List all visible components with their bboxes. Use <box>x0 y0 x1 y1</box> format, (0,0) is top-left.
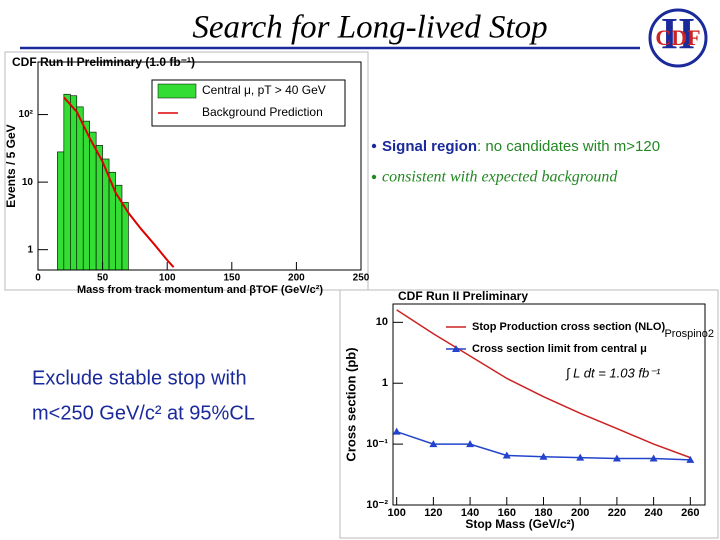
x-tick-label: 50 <box>97 273 109 284</box>
logo: II CDF <box>648 8 708 68</box>
x-tick-label: 250 <box>353 273 370 284</box>
chart-panel <box>4 51 369 291</box>
x-tick-label: 200 <box>571 507 589 519</box>
y-axis-label: Events / 5 GeV <box>4 124 18 207</box>
x-tick-label: 120 <box>424 507 442 519</box>
x-tick-label: 200 <box>288 273 305 284</box>
x-axis-label: Stop Mass (GeV/c²) <box>465 517 574 531</box>
x-tick-label: 160 <box>498 507 516 519</box>
bullet-text: : no candidates with m>120 <box>477 138 660 155</box>
legend-label: Central μ, pT > 40 GeV <box>202 83 326 97</box>
marker <box>612 454 621 462</box>
x-tick-label: 260 <box>681 507 699 519</box>
y-tick-label: 10⁻² <box>366 499 388 511</box>
conclusion-line: m<250 GeV/c² at 95%CL <box>32 402 255 424</box>
chart-panel <box>339 289 719 539</box>
y-tick-label: 1 <box>382 377 388 389</box>
marker <box>649 454 658 462</box>
slide-title: Search for Long-lived Stop <box>192 10 547 46</box>
y-tick-label: 10 <box>376 316 388 328</box>
annotation: Prospino2 <box>664 328 714 340</box>
histogram-bar <box>95 145 103 271</box>
histogram-bar <box>76 106 84 271</box>
y-axis-label: Cross section (pb) <box>343 347 358 461</box>
marker <box>392 427 401 435</box>
bullet-highlight: Signal region <box>382 138 477 155</box>
histogram-bar <box>63 93 71 271</box>
chart: CDF Run II Preliminary 100 120 140 160 180 200… <box>343 289 714 531</box>
legend-label: Cross section limit from central μ <box>472 343 647 355</box>
y-tick-label: 10⁻¹ <box>366 438 388 450</box>
marker <box>686 455 695 463</box>
bullet: Signal region: no candidates with m>120 <box>382 138 660 155</box>
bullet-dot <box>371 174 377 180</box>
y-tick-label: 10² <box>19 109 34 120</box>
x-tick-label: 100 <box>159 273 176 284</box>
marker <box>429 440 438 448</box>
x-tick-label: 180 <box>534 507 552 519</box>
y-tick-label: 1 <box>27 244 33 255</box>
chart-title: CDF Run II Preliminary <box>398 289 528 303</box>
marker <box>502 451 511 459</box>
line <box>396 309 691 459</box>
x-axis-label: Mass from track momentum and βTOF (GeV/c… <box>77 284 323 296</box>
logo-numeral: II <box>661 9 695 58</box>
marker <box>466 440 475 448</box>
annotation: ∫ L dt = 1.03 fb⁻¹ <box>565 365 661 380</box>
logo-text: CDF <box>655 25 700 50</box>
conclusion-line: Exclude stable stop with <box>32 367 247 389</box>
x-tick-label: 220 <box>608 507 626 519</box>
legend-marker <box>452 345 460 352</box>
logo-ring <box>648 8 708 68</box>
bullet-dot <box>371 143 377 149</box>
marker <box>576 453 585 461</box>
legend-label: Stop Production cross section (NLO) <box>472 321 665 333</box>
x-tick-label: 100 <box>387 507 405 519</box>
x-tick-label: 240 <box>644 507 662 519</box>
marker <box>539 452 548 460</box>
plot-frame <box>37 61 362 271</box>
legend-label: Background Prediction <box>202 105 323 119</box>
histogram-bar <box>89 131 97 271</box>
histogram-bar <box>70 95 78 271</box>
histogram-bar <box>82 120 90 271</box>
plot-frame <box>392 303 706 506</box>
chart: CDF Run II Preliminary (1.0 fb⁻¹)0 50 100 1… <box>4 55 370 296</box>
x-tick-label: 0 <box>35 273 41 284</box>
legend-swatch <box>157 83 197 99</box>
x-tick-label: 140 <box>461 507 479 519</box>
histogram-bar <box>57 151 65 271</box>
bullet-text: consistent with expected background <box>382 169 618 186</box>
y-tick-label: 10 <box>22 177 34 188</box>
x-tick-label: 150 <box>223 273 240 284</box>
line <box>63 96 175 268</box>
